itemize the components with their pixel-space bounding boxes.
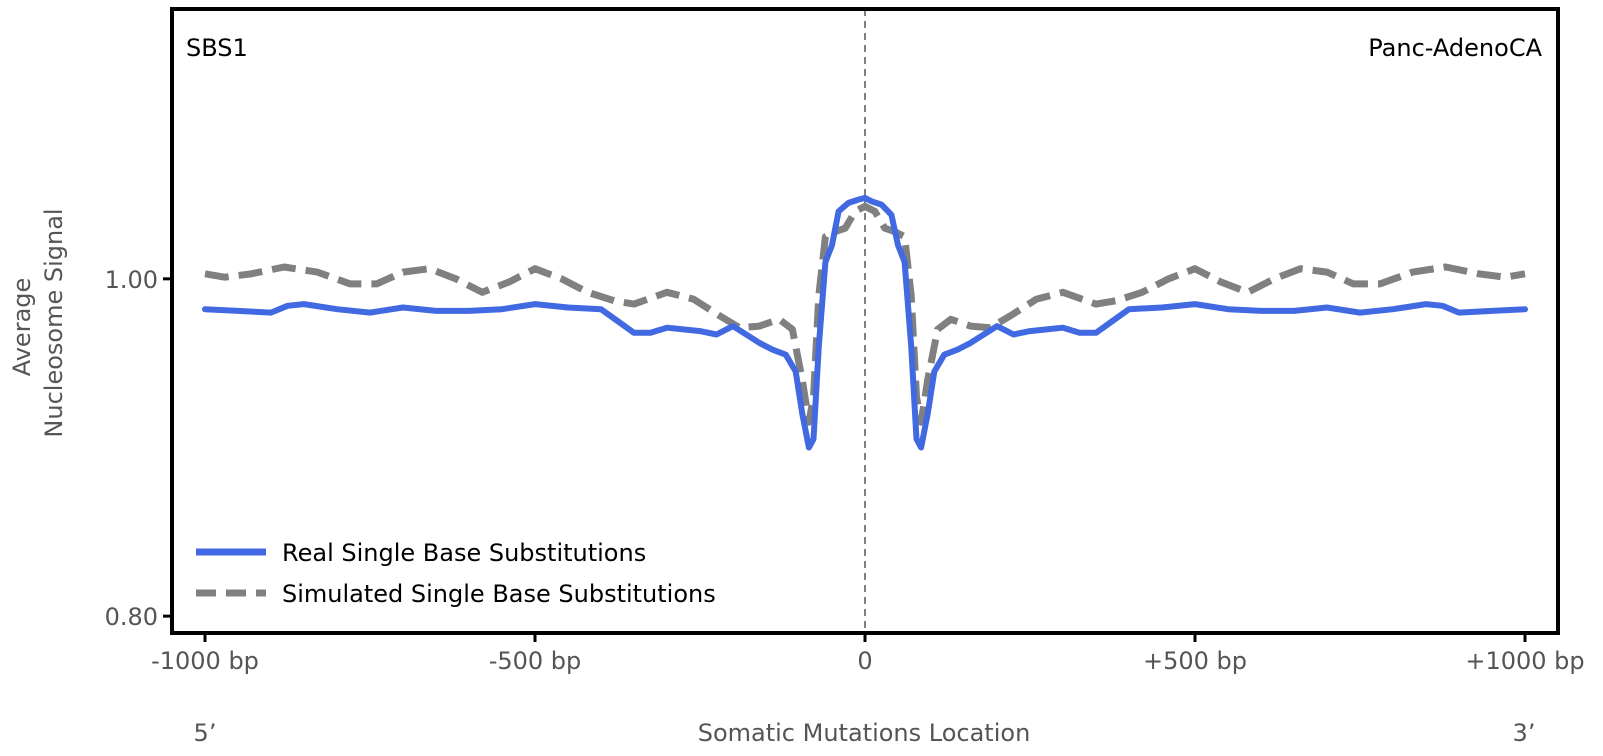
series-layer bbox=[202, 194, 1528, 451]
ticks-layer: -1000 bp -500 bp 0 +500 bp +1000 bp 0.80 1.00 bbox=[105, 266, 1585, 675]
y-tick-label: 0.80 bbox=[105, 603, 158, 631]
end-label-5prime: 5’ bbox=[194, 719, 217, 747]
x-tick-label: 0 bbox=[857, 647, 872, 675]
x-tick-label: -1000 bp bbox=[151, 647, 259, 675]
legend: Real Single Base Substitutions Simulated… bbox=[196, 539, 716, 608]
legend-label-real: Real Single Base Substitutions bbox=[282, 539, 646, 567]
series-line-simulated bbox=[204, 202, 1526, 426]
x-tick-label: +1000 bp bbox=[1465, 647, 1584, 675]
end-label-3prime: 3’ bbox=[1513, 719, 1536, 747]
x-axis-title: Somatic Mutations Location bbox=[698, 719, 1031, 747]
y-axis-title-line2: Nucleosome Signal bbox=[40, 208, 68, 437]
y-tick-label: 1.00 bbox=[105, 266, 158, 294]
legend-label-simulated: Simulated Single Base Substitutions bbox=[282, 580, 716, 608]
cancer-type-label: Panc-AdenoCA bbox=[1368, 34, 1542, 62]
series-line-real bbox=[202, 194, 1528, 451]
y-axis-title-line1: Average bbox=[8, 278, 36, 377]
x-tick-label: -500 bp bbox=[489, 647, 582, 675]
x-tick-label: +500 bp bbox=[1143, 647, 1247, 675]
signature-label: SBS1 bbox=[186, 34, 248, 62]
